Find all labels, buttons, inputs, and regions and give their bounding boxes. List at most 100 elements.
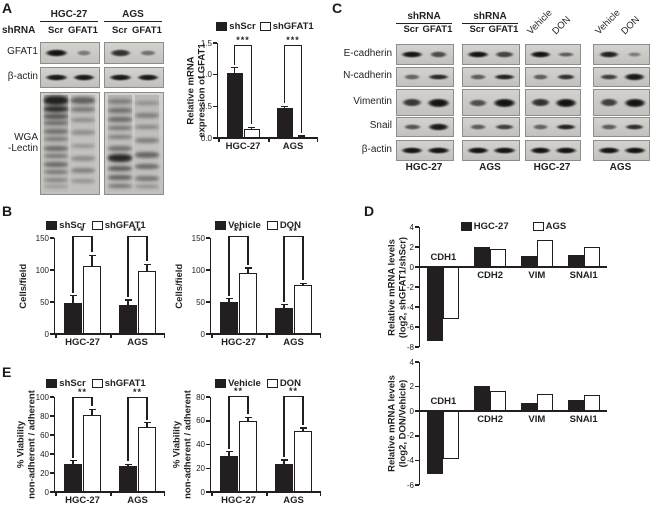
- blot-group-header: shRNA: [462, 12, 518, 24]
- protein-band: [426, 146, 451, 155]
- smear-band: [44, 153, 68, 158]
- x-tick: [110, 492, 112, 496]
- y-tick: [205, 333, 210, 335]
- legend-item: AGS: [532, 221, 566, 232]
- y-axis: [216, 43, 218, 138]
- protein-band: [554, 123, 577, 131]
- y-axis-label: % Viability non-adherent / adherent: [15, 390, 38, 499]
- legend-item: shScr: [46, 220, 86, 231]
- legend-item: shScr: [216, 21, 256, 32]
- blot-box: [525, 140, 581, 161]
- smear-band: [135, 125, 159, 130]
- y-tick-label: 1.0: [200, 70, 212, 80]
- legend-swatch-dark: [215, 221, 227, 230]
- chart-d-shgfat1: -8 -6 -4 -2 0 2 4 CDH1 CDH2 VIM SNAI1 HGC-27 AGS Rela…: [385, 205, 627, 355]
- bar-vim-hgc-27: [520, 256, 537, 267]
- error-cap: [280, 303, 288, 306]
- y-tick-label: -8: [406, 342, 414, 352]
- protein-band: [529, 146, 553, 155]
- protein-band: [403, 74, 422, 80]
- blot-box: [396, 67, 454, 87]
- sig-label: **: [288, 386, 298, 396]
- legend-item: shScr: [46, 378, 86, 389]
- y-tick: [205, 396, 210, 398]
- smear-band: [108, 99, 132, 105]
- blot-row-label: GFAT1: [7, 46, 38, 57]
- sig-bracket: [72, 235, 93, 237]
- legend-label: shGFAT1: [272, 21, 314, 32]
- blot-box: [462, 44, 520, 65]
- error-cap: [244, 416, 252, 418]
- blot-cell-line-label: AGS: [479, 162, 501, 173]
- blot-box: [593, 140, 650, 161]
- error-bar: [250, 127, 253, 130]
- y-tick-label: 60: [40, 430, 49, 440]
- y-tick-label: -4: [406, 455, 414, 465]
- error-cap: [143, 263, 151, 265]
- protein-band: [622, 97, 647, 108]
- y-axis: [418, 362, 420, 485]
- protein-band: [532, 124, 550, 130]
- smear-band: [108, 108, 132, 114]
- legend-swatch-light: [266, 221, 278, 230]
- smear-band: [71, 167, 95, 173]
- protein-band: [492, 73, 516, 81]
- blot-box: [396, 140, 454, 161]
- protein-band: [622, 146, 647, 155]
- y-tick-label: 0: [409, 262, 414, 272]
- error-cap: [244, 267, 252, 269]
- y-tick: [212, 105, 217, 108]
- protein-band: [598, 73, 619, 81]
- y-tick-label: 100: [35, 392, 49, 402]
- bar-ags-don: [294, 431, 312, 492]
- legend-swatch-light: [532, 222, 544, 231]
- error-bar: [302, 427, 304, 432]
- legend-label: Vehicle: [228, 378, 261, 389]
- y-tick: [205, 237, 210, 239]
- y-tick: [49, 396, 54, 398]
- protein-band: [75, 50, 93, 56]
- error-bar: [233, 67, 236, 73]
- sig-bracket: [302, 397, 304, 425]
- smear-band: [135, 151, 159, 158]
- error-cap: [225, 450, 233, 453]
- error-bar: [146, 264, 148, 271]
- y-tick-label: 2: [409, 382, 414, 392]
- blot-box: [396, 44, 454, 65]
- blot-row-label: E-cadherin: [343, 47, 392, 59]
- x-axis: [418, 266, 607, 268]
- smear-band: [108, 117, 132, 123]
- protein-band: [494, 123, 515, 131]
- sig-bracket: [127, 397, 129, 462]
- blot-box: [525, 89, 581, 116]
- protein-band: [492, 146, 517, 155]
- smear-band: [71, 130, 95, 136]
- protein-band: [139, 50, 157, 56]
- y-tick: [212, 137, 217, 139]
- y-tick: [414, 484, 419, 486]
- sig-label: **: [233, 225, 243, 236]
- smear-band: [135, 184, 159, 188]
- blot-box: [462, 140, 520, 161]
- y-tick-label: 4: [409, 222, 414, 232]
- protein-band: [135, 73, 161, 82]
- sig-bracket: [228, 395, 249, 397]
- legend-swatch-dark: [46, 379, 58, 388]
- x-category-label: CDH1: [430, 252, 457, 263]
- x-category-label: VIM: [528, 414, 546, 426]
- blot-box: [593, 89, 650, 116]
- bar-cdh2-hgc-27: [474, 247, 491, 267]
- bar-snai1-ags: [583, 395, 600, 412]
- y-tick: [49, 301, 54, 303]
- legend-label: shScr: [229, 21, 256, 32]
- x-tick: [218, 138, 220, 142]
- bar-hgc-27-don: [239, 273, 257, 334]
- bar-cdh1-ags: [443, 411, 460, 459]
- error-bar: [283, 106, 286, 109]
- legend-item: HGC-27: [460, 221, 509, 232]
- blot-box: [525, 67, 581, 87]
- error-cap: [299, 427, 307, 429]
- blot-row-label: Snail: [369, 120, 392, 131]
- sig-label: **: [132, 225, 142, 236]
- blot-box: [40, 42, 100, 64]
